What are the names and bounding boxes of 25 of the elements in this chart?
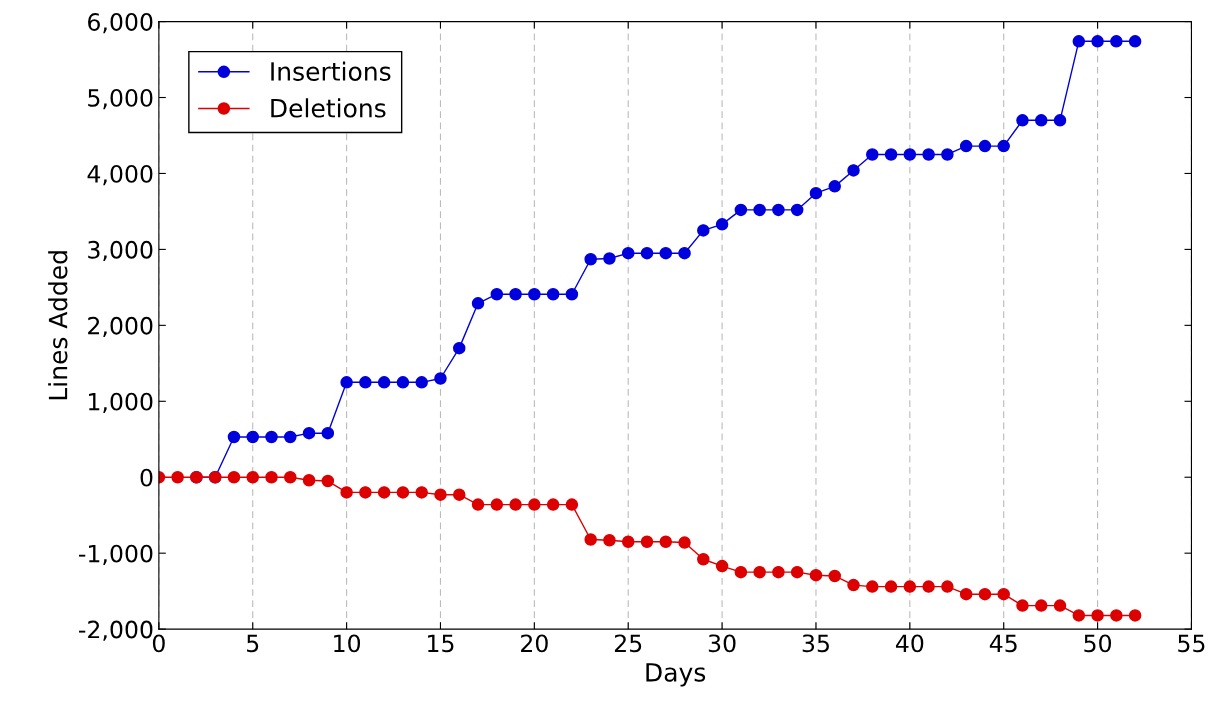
y-tick-label: 5,000 [88, 88, 153, 110]
legend-label: Deletions [271, 98, 386, 118]
x-tick-label: 10 [334, 634, 361, 653]
x-tick-label: 15 [428, 634, 454, 653]
x-tick-label: 20 [521, 634, 548, 653]
y-tick-label: 3,000 [88, 240, 153, 262]
y-tick-label: 0 [140, 468, 153, 487]
x-tick-label: 40 [895, 634, 924, 653]
y-tick-label: 4,000 [87, 164, 153, 186]
x-tick-label: 0 [152, 634, 165, 653]
x-tick-label: 35 [802, 634, 829, 653]
x-tick-label: 25 [614, 634, 642, 653]
legend-label: Insertions [271, 61, 391, 81]
x-tick-label: 5 [247, 634, 259, 653]
y-tick-label: 2,000 [88, 316, 153, 338]
x-axis-title: Days [646, 663, 706, 687]
x-tick-label: 55 [1178, 634, 1205, 653]
x-tick-label: 50 [1084, 634, 1112, 653]
x-tick-label: 45 [989, 634, 1017, 653]
y-tick-label: -1,000 [79, 544, 153, 565]
y-tick-label: 1,000 [89, 392, 153, 414]
y-tick-label: -2,000 [79, 620, 153, 641]
y-axis-title: Lines Added [48, 251, 68, 400]
y-tick-label: 6,000 [88, 13, 153, 34]
x-tick-label: 30 [708, 634, 736, 653]
